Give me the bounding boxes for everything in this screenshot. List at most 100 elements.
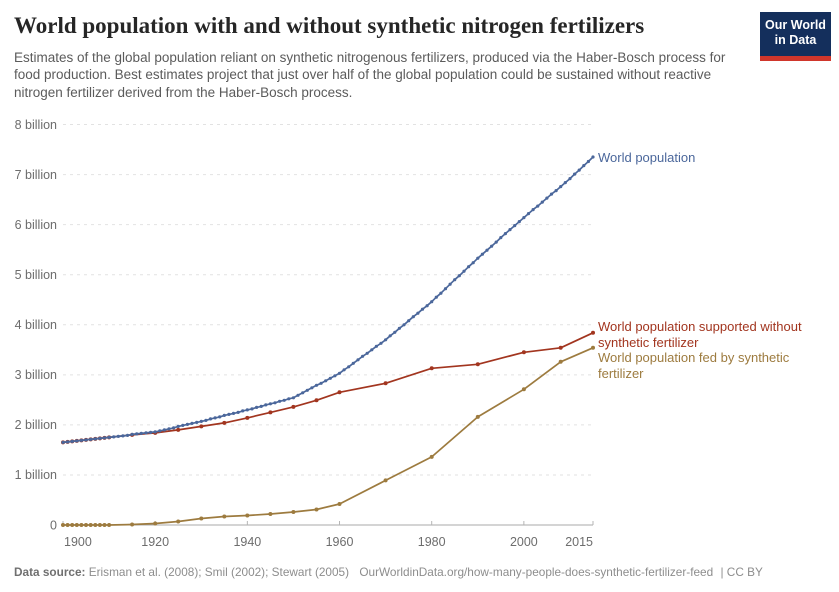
owid-logo[interactable]: Our World in Data (760, 12, 831, 61)
data-point-marker[interactable] (185, 422, 189, 426)
data-point-marker[interactable] (503, 232, 507, 236)
data-point-marker[interactable] (508, 228, 512, 232)
data-point-marker[interactable] (416, 311, 420, 315)
data-point-marker[interactable] (79, 523, 84, 527)
data-point-marker[interactable] (236, 410, 240, 414)
series-label-without-fertilizer[interactable]: World population supported without synthe… (598, 319, 802, 350)
data-point-marker[interactable] (250, 407, 254, 411)
data-point-marker[interactable] (218, 415, 222, 419)
data-point-marker[interactable] (255, 405, 259, 409)
data-point-marker[interactable] (379, 341, 383, 345)
data-point-marker[interactable] (102, 436, 107, 440)
data-point-marker[interactable] (554, 189, 558, 193)
series-label-fed-by-fertilizer[interactable]: World population fed by synthetic fertili… (598, 350, 790, 381)
data-point-marker[interactable] (517, 220, 521, 224)
data-point-marker[interactable] (291, 396, 295, 400)
data-point-marker[interactable] (204, 418, 208, 422)
data-point-marker[interactable] (453, 278, 457, 282)
data-point-marker[interactable] (448, 282, 452, 286)
data-point-marker[interactable] (121, 434, 125, 438)
data-point-marker[interactable] (107, 523, 112, 527)
data-point-marker[interactable] (485, 248, 489, 252)
data-point-marker[interactable] (347, 365, 351, 369)
data-point-marker[interactable] (222, 413, 226, 417)
data-point-marker[interactable] (356, 358, 360, 362)
data-point-marker[interactable] (324, 379, 328, 383)
data-point-marker[interactable] (181, 423, 185, 427)
data-point-marker[interactable] (301, 391, 305, 395)
data-point-marker[interactable] (227, 412, 231, 416)
data-point-marker[interactable] (208, 417, 213, 421)
data-point-marker[interactable] (563, 181, 567, 185)
data-point-marker[interactable] (70, 439, 74, 443)
data-point-marker[interactable] (591, 155, 595, 159)
data-point-marker[interactable] (222, 420, 227, 425)
data-point-marker[interactable] (370, 348, 374, 352)
data-point-marker[interactable] (439, 291, 443, 295)
data-point-marker[interactable] (296, 393, 300, 397)
data-point-marker[interactable] (429, 454, 434, 459)
data-point-marker[interactable] (314, 383, 319, 387)
series-fed-by-fertilizer[interactable]: World population fed by synthetic fertili… (61, 345, 790, 527)
data-point-marker[interactable] (278, 399, 282, 403)
data-point-marker[interactable] (70, 523, 75, 527)
series-world-population[interactable]: World population (61, 150, 695, 444)
data-point-marker[interactable] (149, 430, 153, 434)
data-point-marker[interactable] (74, 523, 79, 527)
data-point-marker[interactable] (314, 507, 319, 512)
data-point-marker[interactable] (102, 523, 107, 527)
data-point-marker[interactable] (268, 410, 273, 415)
data-point-marker[interactable] (97, 523, 102, 527)
data-point-marker[interactable] (245, 513, 250, 518)
data-point-marker[interactable] (545, 196, 549, 200)
data-point-marker[interactable] (558, 345, 563, 350)
data-point-marker[interactable] (420, 307, 425, 311)
data-point-marker[interactable] (397, 326, 401, 330)
series-without-fertilizer[interactable]: World population supported without synthe… (61, 319, 802, 445)
data-point-marker[interactable] (337, 371, 342, 375)
data-point-marker[interactable] (568, 177, 572, 181)
data-point-marker[interactable] (591, 345, 595, 350)
data-point-marker[interactable] (342, 368, 346, 372)
data-point-marker[interactable] (241, 409, 245, 413)
data-point-marker[interactable] (167, 427, 171, 431)
data-point-marker[interactable] (176, 424, 180, 428)
data-point-marker[interactable] (112, 435, 116, 439)
data-point-marker[interactable] (383, 381, 388, 386)
data-point-marker[interactable] (125, 433, 130, 437)
data-point-marker[interactable] (521, 350, 526, 355)
data-point-marker[interactable] (291, 510, 296, 514)
data-point-marker[interactable] (199, 419, 203, 423)
data-point-marker[interactable] (462, 269, 466, 273)
data-point-marker[interactable] (195, 420, 199, 424)
data-point-marker[interactable] (190, 421, 194, 425)
data-point-marker[interactable] (494, 240, 498, 244)
data-point-marker[interactable] (84, 523, 88, 527)
data-point-marker[interactable] (384, 338, 388, 342)
data-point-marker[interactable] (526, 212, 531, 216)
data-point-marker[interactable] (559, 185, 563, 189)
data-point-marker[interactable] (162, 428, 166, 432)
data-point-marker[interactable] (549, 192, 554, 196)
data-point-marker[interactable] (135, 432, 139, 436)
data-point-marker[interactable] (287, 397, 291, 401)
data-point-marker[interactable] (89, 437, 93, 441)
data-point-marker[interactable] (231, 411, 236, 415)
data-point-marker[interactable] (513, 224, 517, 228)
data-point-marker[interactable] (351, 361, 355, 365)
data-point-marker[interactable] (310, 386, 314, 390)
data-point-marker[interactable] (245, 415, 250, 420)
data-point-marker[interactable] (245, 408, 249, 412)
data-point-marker[interactable] (139, 431, 143, 435)
data-point-marker[interactable] (430, 300, 434, 304)
data-point-marker[interactable] (540, 200, 544, 204)
data-point-marker[interactable] (521, 387, 526, 392)
data-point-marker[interactable] (388, 334, 392, 338)
footer-url[interactable]: OurWorldinData.org/how-many-people-does-… (359, 565, 714, 579)
data-point-marker[interactable] (282, 398, 286, 402)
data-point-marker[interactable] (586, 159, 591, 164)
data-point-marker[interactable] (337, 390, 342, 395)
data-point-marker[interactable] (144, 431, 148, 435)
data-point-marker[interactable] (130, 522, 135, 527)
data-point-marker[interactable] (333, 374, 337, 378)
